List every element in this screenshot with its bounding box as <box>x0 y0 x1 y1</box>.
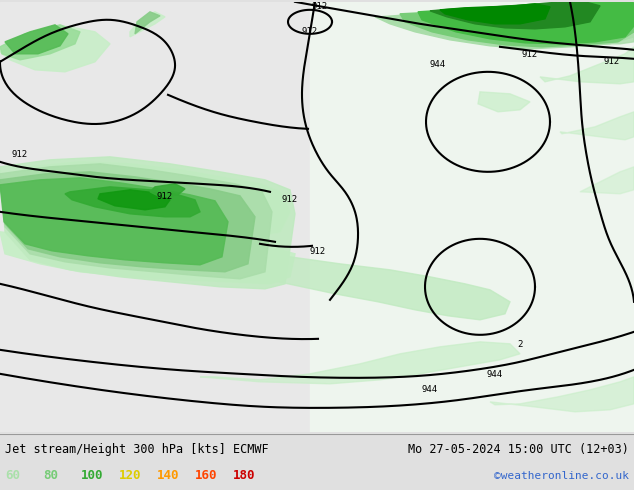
Text: 2: 2 <box>517 340 522 349</box>
Polygon shape <box>150 184 185 197</box>
Text: 100: 100 <box>81 469 103 483</box>
Text: 60: 60 <box>5 469 20 483</box>
Polygon shape <box>0 164 272 279</box>
Polygon shape <box>530 22 634 46</box>
Polygon shape <box>135 12 160 34</box>
Text: 912: 912 <box>310 247 326 256</box>
Polygon shape <box>478 92 530 112</box>
Text: 912: 912 <box>604 57 620 66</box>
Polygon shape <box>0 27 110 72</box>
Text: 912: 912 <box>157 192 173 201</box>
Polygon shape <box>130 12 165 37</box>
Text: 160: 160 <box>195 469 217 483</box>
FancyBboxPatch shape <box>310 2 634 432</box>
Text: 944: 944 <box>487 370 503 379</box>
Text: 912: 912 <box>302 27 318 36</box>
Polygon shape <box>400 2 634 47</box>
Polygon shape <box>430 2 600 29</box>
Polygon shape <box>65 187 200 217</box>
Text: 180: 180 <box>233 469 256 483</box>
Polygon shape <box>440 4 550 24</box>
Text: Mo 27-05-2024 15:00 UTC (12+03): Mo 27-05-2024 15:00 UTC (12+03) <box>408 443 629 456</box>
Text: 944: 944 <box>422 385 438 394</box>
Polygon shape <box>580 167 634 194</box>
Polygon shape <box>418 2 634 44</box>
Polygon shape <box>0 232 295 284</box>
Text: Jet stream/Height 300 hPa [kts] ECMWF: Jet stream/Height 300 hPa [kts] ECMWF <box>5 443 269 456</box>
Polygon shape <box>0 25 80 60</box>
Polygon shape <box>240 250 510 320</box>
Polygon shape <box>540 47 634 84</box>
Polygon shape <box>375 2 634 49</box>
Polygon shape <box>490 377 634 412</box>
Text: 912: 912 <box>282 195 298 204</box>
Polygon shape <box>5 25 68 54</box>
Polygon shape <box>200 342 520 384</box>
Polygon shape <box>0 157 295 289</box>
Text: 120: 120 <box>119 469 141 483</box>
Polygon shape <box>98 190 170 210</box>
Text: 140: 140 <box>157 469 179 483</box>
Text: ©weatheronline.co.uk: ©weatheronline.co.uk <box>494 471 629 481</box>
Text: 912: 912 <box>312 2 328 11</box>
Text: 80: 80 <box>43 469 58 483</box>
Polygon shape <box>0 172 255 272</box>
Text: 912: 912 <box>522 50 538 59</box>
Polygon shape <box>0 178 228 265</box>
Polygon shape <box>560 112 634 140</box>
Text: 944: 944 <box>430 60 446 69</box>
Polygon shape <box>0 162 290 237</box>
Text: 912: 912 <box>12 150 28 159</box>
